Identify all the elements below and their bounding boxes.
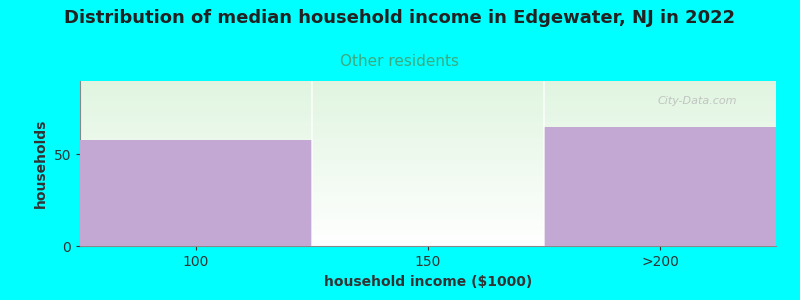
Y-axis label: households: households bbox=[34, 119, 48, 208]
X-axis label: household income ($1000): household income ($1000) bbox=[324, 274, 532, 289]
Text: Distribution of median household income in Edgewater, NJ in 2022: Distribution of median household income … bbox=[65, 9, 735, 27]
Text: Other residents: Other residents bbox=[341, 54, 459, 69]
Bar bbox=[544, 127, 776, 246]
Bar bbox=[80, 140, 312, 246]
Text: City-Data.com: City-Data.com bbox=[658, 96, 737, 106]
